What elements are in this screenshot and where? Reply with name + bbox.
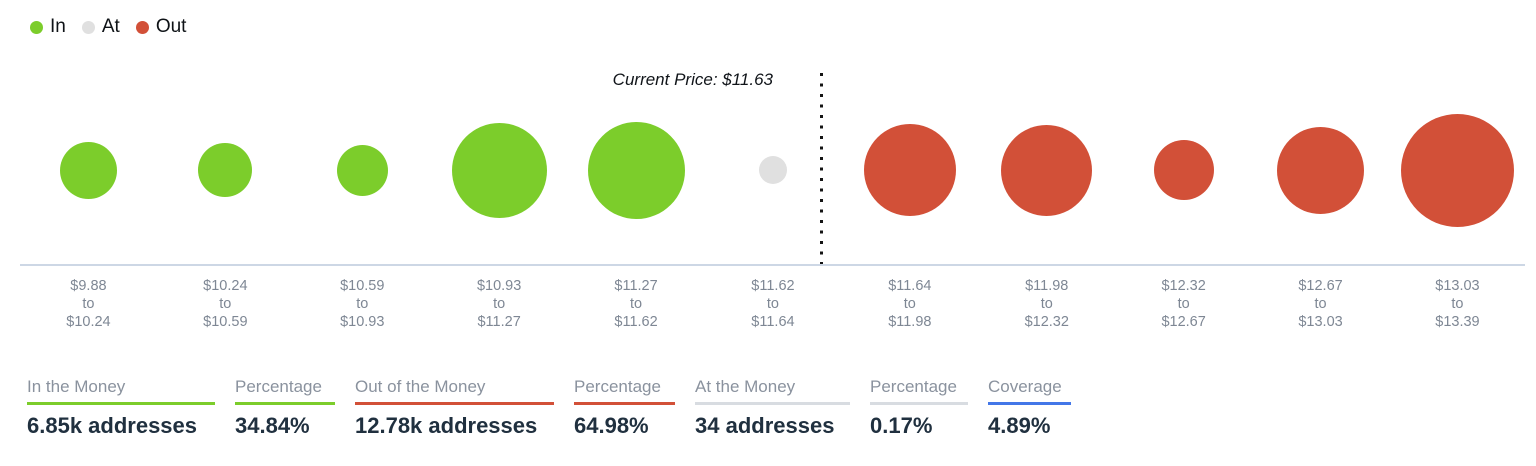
legend-item-out[interactable]: Out — [135, 16, 187, 38]
x-axis-label: $12.67 to $13.03 — [1298, 278, 1343, 330]
bubble-in[interactable] — [336, 144, 388, 196]
stat-label: Coverage — [988, 377, 1071, 405]
stat-percentage: Percentage 64.98% — [574, 377, 675, 439]
bubble-in[interactable] — [59, 141, 117, 199]
x-axis-label: $9.88 to $10.24 — [66, 278, 111, 330]
x-axis-label: $10.93 to $11.27 — [476, 278, 522, 330]
legend-label: In — [50, 16, 66, 37]
stat-coverage: Coverage 4.89% — [988, 377, 1071, 439]
stat-value: 0.17% — [870, 413, 933, 438]
bubble-out[interactable] — [1153, 140, 1214, 200]
stats-bar: In the Money 6.85k addresses Percentage 34.… — [27, 377, 1071, 439]
bubble-out[interactable] — [1001, 124, 1093, 216]
stat-label: At the Money — [695, 377, 850, 405]
stat-value: 34.84% — [235, 413, 310, 438]
stat-out-of-the-money: Out of the Money 12.78k addresses — [355, 377, 554, 439]
legend-label: At — [101, 16, 120, 37]
stat-at-the-money: At the Money 34 addresses — [695, 377, 850, 439]
out-dot-icon — [135, 20, 149, 34]
bubble-in[interactable] — [451, 122, 547, 218]
x-axis-label: $11.64 to $11.98 — [888, 278, 932, 330]
bubble-out[interactable] — [1400, 113, 1514, 227]
x-axis-label: $11.98 to $12.32 — [1024, 278, 1069, 330]
stat-label: In the Money — [27, 377, 215, 405]
stat-value: 6.85k addresses — [27, 413, 198, 438]
x-axis-label: $13.03 to $13.39 — [1435, 278, 1480, 330]
stat-label: Percentage — [574, 377, 675, 405]
in-dot-icon — [30, 20, 43, 34]
stat-label: Percentage — [235, 377, 335, 405]
stat-value: 4.89% — [988, 413, 1051, 438]
bubble-at[interactable] — [758, 156, 787, 184]
stat-value: 64.98% — [574, 413, 649, 438]
stat-value: 12.78k addresses — [355, 413, 538, 438]
stat-in-the-money: In the Money 6.85k addresses — [27, 377, 215, 439]
current-price-annotation: Current Price: $11.63 — [612, 70, 773, 89]
x-axis-label: $12.32 to $12.67 — [1161, 278, 1206, 330]
stat-label: Percentage — [870, 377, 968, 405]
stat-percentage: Percentage 0.17% — [870, 377, 968, 439]
x-axis-line — [20, 264, 1525, 266]
legend-label: Out — [155, 16, 187, 37]
bubble-in[interactable] — [587, 121, 685, 219]
bubble-out[interactable] — [1277, 126, 1365, 214]
stat-value: 34 addresses — [695, 413, 835, 438]
x-axis-label: $11.27 to $11.62 — [614, 278, 658, 330]
chart-legend: In At Out — [30, 16, 186, 38]
legend-item-at[interactable]: At — [81, 16, 120, 38]
stat-percentage: Percentage 34.84% — [235, 377, 335, 439]
x-axis-label: $10.24 to $10.59 — [203, 278, 248, 330]
legend-item-in[interactable]: In — [30, 16, 66, 38]
bubble-out[interactable] — [863, 124, 956, 216]
x-axis-label: $10.59 to $10.93 — [340, 278, 385, 330]
bubble-in[interactable] — [198, 143, 253, 197]
at-dot-icon — [81, 20, 95, 34]
stat-label: Out of the Money — [355, 377, 554, 405]
current-price-divider-line — [820, 73, 823, 266]
x-axis-label: $11.62 to $11.64 — [751, 278, 795, 330]
